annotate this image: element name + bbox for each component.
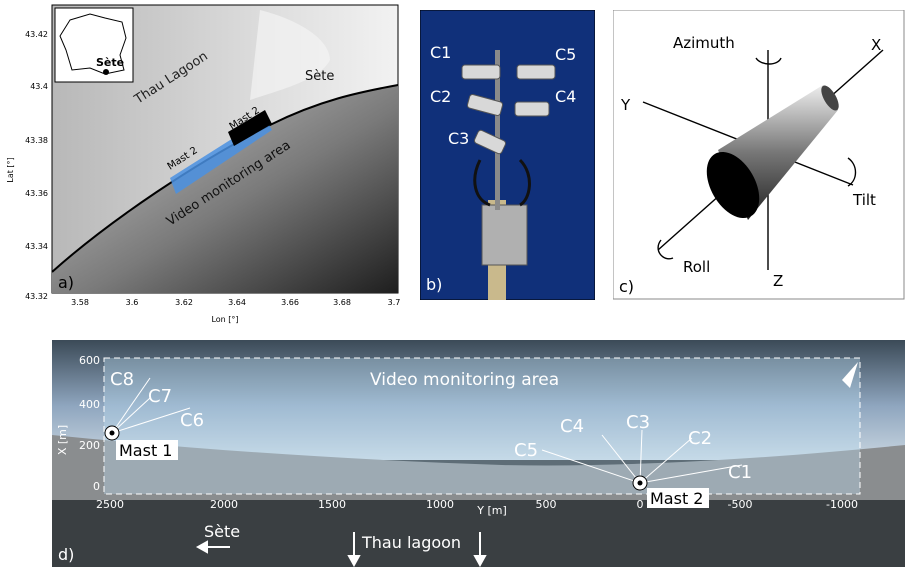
axis-labels: X Y Z Azimuth Tilt Roll (620, 34, 881, 290)
camera-label: C4 (555, 87, 576, 106)
panel-a-label: a) (58, 273, 74, 292)
z-axis-letter: Z (773, 272, 783, 290)
d-xtick: 0 (637, 498, 644, 511)
ytick: 43.38 (25, 136, 48, 145)
x-tick-labels: 3.58 3.6 3.62 3.64 3.66 3.68 3.7 (71, 298, 400, 307)
d-xtick: 1000 (426, 498, 454, 511)
cameras (461, 64, 556, 155)
cam-label: C2 (688, 428, 712, 449)
camera-label: C1 (430, 43, 451, 62)
camera-label: C2 (430, 87, 451, 106)
camera-labels-d: C8 C7 C6 C5 C4 C3 C2 C1 (110, 369, 752, 483)
d-sete-label: Sète (204, 522, 240, 541)
camera-labels: C1 C2 C3 C5 C4 (430, 43, 576, 148)
sete-city-label: Sète (305, 69, 334, 84)
ytick: 43.32 (25, 292, 48, 301)
d-xtick: 2000 (210, 498, 238, 511)
monitoring-strip (170, 110, 272, 194)
camera-cone (706, 85, 839, 220)
d-xtick: -1000 (826, 498, 858, 511)
ytick: 43.42 (25, 30, 48, 39)
d-ytick: 0 (93, 480, 100, 493)
panel-c-diagram: X Y Z Azimuth Tilt Roll c) (612, 9, 905, 300)
monitoring-area-box (103, 357, 861, 495)
y-axis-letter: Y (620, 96, 631, 114)
panel-a-map: Sète Thau Lagoon Sète Mast 2 Mast 2 Vide… (0, 0, 400, 335)
mast2-label: Mast 2 (650, 489, 703, 508)
ytick: 43.4 (30, 82, 48, 91)
area-label: Video monitoring area (370, 370, 559, 390)
cam-label: C7 (148, 386, 172, 407)
panel-b-label: b) (426, 275, 442, 294)
cam-label: C1 (728, 462, 752, 483)
inset-sete-label: Sète (96, 56, 124, 69)
panel-c-label: c) (619, 277, 634, 296)
tilt-label: Tilt (852, 191, 876, 209)
y-axis-label: Lat [°] (6, 157, 15, 182)
xtick: 3.58 (71, 298, 89, 307)
north-arrow-icon (842, 362, 858, 388)
camera-rays (111, 377, 743, 484)
d-ytick: 600 (79, 354, 100, 367)
panel-b-photo: C1 C2 C3 C5 C4 b) (419, 9, 596, 301)
d-xtick: -500 (728, 498, 753, 511)
camera-label: C5 (555, 45, 576, 64)
y-tick-labels: 43.42 43.4 43.38 43.36 43.34 43.32 (25, 30, 48, 301)
lagoon-arrows-icon (347, 532, 487, 568)
cam-label: C4 (560, 416, 584, 437)
d-xtick: 1500 (318, 498, 346, 511)
mast1-label: Mast 1 (119, 441, 172, 460)
france-inset: Sète (54, 7, 134, 83)
ytick: 43.36 (25, 189, 48, 198)
d-x-ticks: 2500 2000 1500 1000 500 0 -500 -1000 (96, 498, 858, 511)
roll-label: Roll (683, 258, 710, 276)
sete-arrow-icon (195, 540, 230, 554)
map-frame (51, 4, 399, 294)
d-x-axis-label: Y [m] (476, 504, 507, 517)
x-axis-letter: X (871, 36, 881, 54)
d-lagoon-label: Thau lagoon (361, 533, 461, 552)
d-y-ticks: 600 400 200 0 (79, 354, 100, 493)
d-xtick: 2500 (96, 498, 124, 511)
panel-d-photo: Video monitoring area C8 C7 C6 C5 C4 C3 … (52, 340, 905, 568)
xtick: 3.68 (333, 298, 351, 307)
rotation-arrows (657, 57, 857, 260)
xtick: 3.62 (175, 298, 193, 307)
x-axis-label: Lon [°] (211, 315, 238, 324)
d-xtick: 500 (536, 498, 557, 511)
cam-label: C3 (626, 412, 650, 433)
panel-d-label: d) (58, 545, 74, 564)
d-ytick: 400 (79, 398, 100, 411)
mast-structure (473, 50, 531, 300)
ytick: 43.34 (25, 242, 48, 251)
xtick: 3.7 (388, 298, 400, 307)
cam-label: C6 (180, 410, 204, 431)
azimuth-label: Azimuth (673, 34, 735, 52)
d-y-axis-label: X [m] (56, 425, 69, 455)
d-ytick: 200 (79, 439, 100, 452)
xtick: 3.66 (281, 298, 299, 307)
xtick: 3.64 (228, 298, 246, 307)
camera-label: C3 (448, 129, 469, 148)
cam-label: C5 (514, 440, 538, 461)
xtick: 3.6 (126, 298, 139, 307)
cam-label: C8 (110, 369, 134, 390)
